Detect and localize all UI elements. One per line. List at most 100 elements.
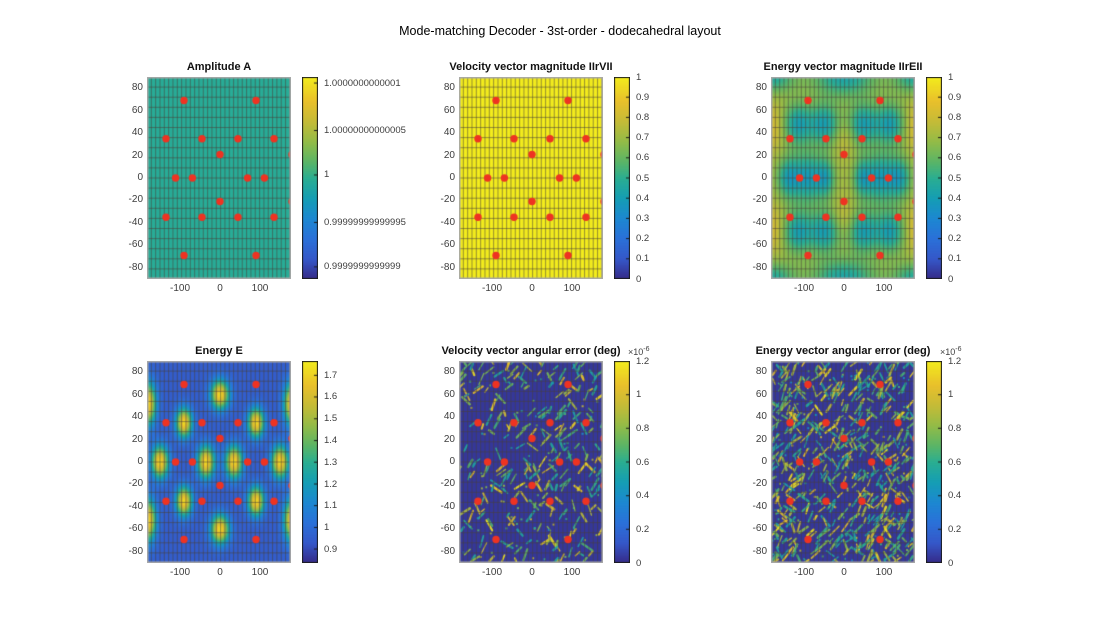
x-tick-label: 0 — [841, 567, 847, 578]
y-tick-label: -80 — [440, 261, 455, 273]
colorbar — [926, 361, 942, 563]
x-tick-label: -100 — [481, 567, 502, 578]
y-tick-label: 60 — [443, 388, 455, 400]
colorbar-tick-label: 0 — [948, 273, 954, 285]
colorbar-tick-label: 1.7 — [324, 369, 338, 381]
colorbar-tick-label: 1 — [324, 521, 330, 533]
y-tick-label: -60 — [128, 239, 143, 251]
x-tick-label: 0 — [217, 567, 223, 578]
colorbar-tick-label: 0 — [636, 273, 642, 285]
heatmap-canvas — [459, 77, 603, 279]
colorbar-tick-label: 0.7 — [948, 132, 962, 144]
colorbar-tick-label: 0.4 — [636, 192, 650, 204]
subplot-title: Energy vector angular error (deg) — [755, 345, 931, 357]
colorbar-tick-label: 1.5 — [324, 413, 338, 425]
y-tick-label: -40 — [752, 216, 767, 228]
heatmap-canvas — [147, 361, 291, 563]
y-tick-label: -60 — [440, 239, 455, 251]
subplot-title: Amplitude A — [186, 61, 252, 73]
y-tick-label: -20 — [440, 194, 455, 206]
subplot-title: Energy E — [195, 345, 243, 357]
colorbar-exponent-label: ×10-6 — [940, 346, 962, 357]
subplot-title: Velocity vector magnitude IIrVII — [449, 61, 613, 73]
colorbar-tick-label: 1 — [948, 71, 954, 83]
colorbar-tick-label: 0.2 — [948, 523, 962, 535]
y-tick-label: -80 — [752, 545, 767, 557]
colorbar-tick-label: 0.4 — [636, 490, 650, 502]
colorbar-tick-label: 0.6 — [636, 456, 650, 468]
colorbar-tick-label: 0.9 — [636, 91, 650, 103]
x-tick-label: 100 — [251, 283, 269, 294]
colorbar-tick-label: 0.5 — [636, 172, 650, 184]
colorbar — [302, 361, 318, 563]
y-tick-label: 0 — [137, 456, 143, 467]
y-tick-label: 80 — [755, 366, 767, 378]
colorbar-tick-label: 0.8 — [948, 111, 962, 123]
colorbar-tick-label: 1 — [636, 71, 642, 83]
heatmap-canvas — [147, 77, 291, 279]
colorbar-tick-label: 0.2 — [636, 233, 650, 245]
x-tick-label: 100 — [563, 567, 581, 578]
y-tick-label: -40 — [128, 216, 143, 228]
subplot-energy-e: Energy E 80 60 40 20 0 -20 -40 -60 -80 -100 0 100 1.7… — [129, 345, 457, 601]
y-tick-label: 0 — [449, 456, 455, 467]
y-tick-label: -40 — [128, 500, 143, 512]
y-tick-label: -60 — [752, 239, 767, 251]
colorbar-tick-label: 0.2 — [948, 233, 962, 245]
y-tick-label: 60 — [131, 388, 143, 400]
colorbar-tick-label: 1 — [948, 389, 954, 401]
subplot-title: Velocity vector angular error (deg) — [441, 345, 621, 357]
x-tick-label: -100 — [169, 567, 190, 578]
y-tick-label: -20 — [752, 478, 767, 490]
colorbar-tick-label: 1.0000000000001 — [324, 77, 401, 89]
colorbar-tick-label: 1.2 — [636, 355, 650, 367]
x-tick-label: -100 — [793, 283, 814, 294]
x-tick-label: 0 — [841, 283, 847, 294]
colorbar-tick-label: 0.6 — [948, 456, 962, 468]
y-tick-label: -60 — [128, 523, 143, 535]
colorbar-exponent-label: ×10-6 — [628, 346, 650, 357]
colorbar-tick-label: 0.9 — [948, 91, 962, 103]
colorbar-tick-label: 0.99999999999995 — [324, 216, 406, 228]
heatmap-canvas — [771, 361, 915, 563]
colorbar — [926, 77, 942, 279]
y-tick-label: -80 — [128, 261, 143, 273]
colorbar-tick-label: 1.2 — [324, 478, 338, 490]
y-tick-label: 40 — [131, 411, 143, 423]
x-tick-label: -100 — [481, 283, 502, 294]
colorbar-tick-label: 0.7 — [636, 132, 650, 144]
subplot-energy-vector-magnitude: Energy vector magnitude IIrEII 80 60 40 20 0 -… — [753, 61, 1081, 317]
y-tick-label: 0 — [761, 456, 767, 467]
colorbar-tick-label: 0.1 — [948, 253, 962, 265]
y-tick-label: 60 — [755, 388, 767, 400]
heatmap-canvas — [459, 361, 603, 563]
colorbar-tick-label: 0 — [636, 557, 642, 569]
y-tick-label: -80 — [752, 261, 767, 273]
colorbar-tick-label: 1.00000000000005 — [324, 125, 406, 137]
subplot-velocity-vector-magnitude: Velocity vector magnitude IIrVII 80 60 40 20… — [441, 61, 769, 317]
colorbar — [302, 77, 318, 279]
y-tick-label: 20 — [443, 433, 455, 445]
y-tick-label: -20 — [752, 194, 767, 206]
y-tick-label: -20 — [128, 194, 143, 206]
colorbar-tick-label: 0.9999999999999 — [324, 261, 401, 273]
colorbar-tick-label: 0.3 — [636, 212, 650, 224]
colorbar-tick-label: 0 — [948, 557, 954, 569]
y-tick-label: 40 — [755, 411, 767, 423]
colorbar-tick-label: 0.5 — [948, 172, 962, 184]
x-tick-label: 0 — [529, 283, 535, 294]
x-tick-label: 0 — [529, 567, 535, 578]
y-tick-label: 20 — [755, 149, 767, 161]
colorbar-tick-label: 0.6 — [948, 152, 962, 164]
colorbar-tick-label: 0.4 — [948, 490, 962, 502]
x-tick-label: 100 — [875, 283, 893, 294]
y-tick-label: -40 — [440, 216, 455, 228]
y-tick-label: 60 — [443, 104, 455, 116]
y-tick-label: -20 — [440, 478, 455, 490]
y-tick-label: 20 — [755, 433, 767, 445]
y-tick-label: -60 — [752, 523, 767, 535]
heatmap-canvas — [771, 77, 915, 279]
colorbar-tick-label: 1.3 — [324, 456, 338, 468]
y-tick-label: 20 — [443, 149, 455, 161]
colorbar-tick-label: 1 — [324, 169, 330, 181]
